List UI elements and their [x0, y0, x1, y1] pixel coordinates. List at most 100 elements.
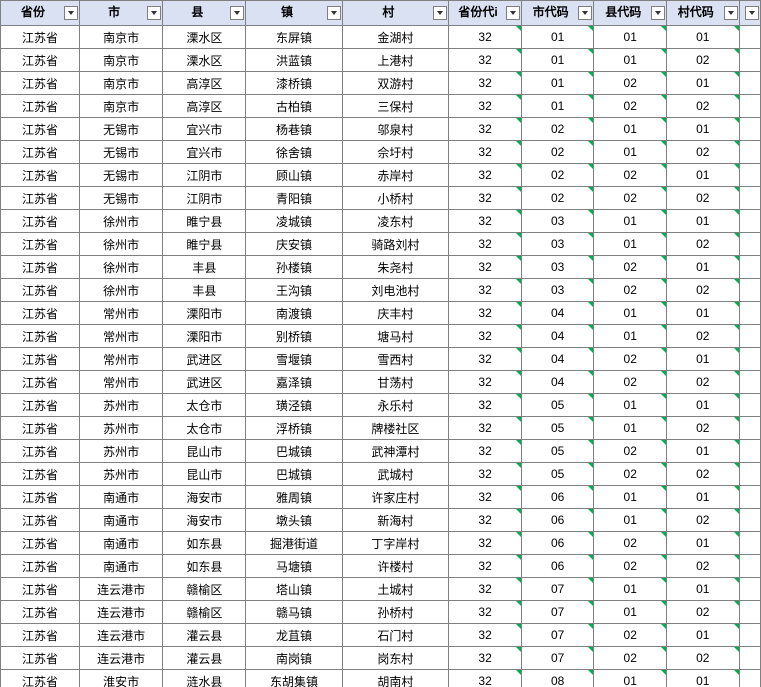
table-cell[interactable]: 01	[667, 394, 740, 417]
table-cell[interactable]: 02	[594, 72, 667, 95]
table-cell[interactable]	[739, 371, 760, 394]
table-cell[interactable]: 江苏省	[1, 164, 80, 187]
table-cell[interactable]: 01	[594, 601, 667, 624]
table-cell[interactable]: 02	[521, 164, 594, 187]
table-cell[interactable]	[739, 210, 760, 233]
table-cell[interactable]: 武进区	[163, 348, 246, 371]
table-cell[interactable]: 岗东村	[342, 647, 449, 670]
table-cell[interactable]: 01	[594, 394, 667, 417]
table-cell[interactable]: 常州市	[79, 371, 162, 394]
table-cell[interactable]: 江苏省	[1, 486, 80, 509]
table-cell[interactable]	[739, 118, 760, 141]
table-cell[interactable]: 如东县	[163, 555, 246, 578]
table-cell[interactable]: 32	[449, 555, 522, 578]
table-cell[interactable]: 02	[594, 555, 667, 578]
table-cell[interactable]	[739, 440, 760, 463]
table-cell[interactable]: 02	[667, 555, 740, 578]
table-cell[interactable]: 徐州市	[79, 233, 162, 256]
table-cell[interactable]: 掘港街道	[246, 532, 342, 555]
table-cell[interactable]: 07	[521, 624, 594, 647]
col-header-prov-code[interactable]: 省份代i	[449, 1, 522, 26]
table-cell[interactable]: 青阳镇	[246, 187, 342, 210]
table-cell[interactable]: 上港村	[342, 49, 449, 72]
table-cell[interactable]: 江苏省	[1, 256, 80, 279]
table-cell[interactable]: 徐州市	[79, 256, 162, 279]
table-cell[interactable]: 06	[521, 555, 594, 578]
table-cell[interactable]: 塘马村	[342, 325, 449, 348]
table-cell[interactable]	[739, 578, 760, 601]
table-cell[interactable]: 江苏省	[1, 325, 80, 348]
table-cell[interactable]: 武神潭村	[342, 440, 449, 463]
table-cell[interactable]: 02	[667, 371, 740, 394]
table-cell[interactable]: 牌楼社区	[342, 417, 449, 440]
table-cell[interactable]: 南通市	[79, 555, 162, 578]
table-cell[interactable]: 02	[667, 509, 740, 532]
table-cell[interactable]: 庆丰村	[342, 302, 449, 325]
table-cell[interactable]: 01	[667, 578, 740, 601]
table-cell[interactable]: 南京市	[79, 49, 162, 72]
table-cell[interactable]: 溧水区	[163, 26, 246, 49]
table-cell[interactable]: 32	[449, 279, 522, 302]
table-cell[interactable]: 02	[594, 532, 667, 555]
table-cell[interactable]: 浮桥镇	[246, 417, 342, 440]
table-cell[interactable]: 徐州市	[79, 279, 162, 302]
filter-dropdown-icon[interactable]	[64, 6, 78, 20]
table-cell[interactable]: 32	[449, 49, 522, 72]
table-cell[interactable]: 04	[521, 325, 594, 348]
table-cell[interactable]: 骑路刘村	[342, 233, 449, 256]
table-cell[interactable]: 庆安镇	[246, 233, 342, 256]
table-cell[interactable]: 塔山镇	[246, 578, 342, 601]
table-cell[interactable]: 江苏省	[1, 509, 80, 532]
table-cell[interactable]: 02	[594, 463, 667, 486]
table-cell[interactable]: 南京市	[79, 26, 162, 49]
table-cell[interactable]: 02	[594, 440, 667, 463]
table-cell[interactable]: 溧水区	[163, 49, 246, 72]
table-cell[interactable]	[739, 532, 760, 555]
table-cell[interactable]: 石门村	[342, 624, 449, 647]
table-cell[interactable]: 古柏镇	[246, 95, 342, 118]
table-cell[interactable]	[739, 95, 760, 118]
table-cell[interactable]: 05	[521, 394, 594, 417]
table-cell[interactable]: 05	[521, 417, 594, 440]
table-cell[interactable]	[739, 233, 760, 256]
table-cell[interactable]: 王沟镇	[246, 279, 342, 302]
table-cell[interactable]: 江苏省	[1, 49, 80, 72]
table-cell[interactable]: 32	[449, 141, 522, 164]
filter-dropdown-icon[interactable]	[724, 6, 738, 20]
table-cell[interactable]: 江苏省	[1, 118, 80, 141]
table-cell[interactable]: 江苏省	[1, 440, 80, 463]
table-cell[interactable]: 灌云县	[163, 647, 246, 670]
table-cell[interactable]: 江苏省	[1, 95, 80, 118]
table-cell[interactable]: 南渡镇	[246, 302, 342, 325]
table-cell[interactable]: 02	[667, 325, 740, 348]
table-cell[interactable]: 32	[449, 210, 522, 233]
table-cell[interactable]: 东胡集镇	[246, 670, 342, 687]
table-cell[interactable]	[739, 647, 760, 670]
table-cell[interactable]: 02	[594, 348, 667, 371]
filter-dropdown-icon[interactable]	[578, 6, 592, 20]
table-cell[interactable]: 无锡市	[79, 118, 162, 141]
table-cell[interactable]: 02	[594, 164, 667, 187]
table-cell[interactable]: 01	[521, 49, 594, 72]
table-cell[interactable]: 02	[667, 141, 740, 164]
table-cell[interactable]: 苏州市	[79, 394, 162, 417]
table-cell[interactable]: 02	[667, 463, 740, 486]
table-cell[interactable]: 金湖村	[342, 26, 449, 49]
table-cell[interactable]: 03	[521, 256, 594, 279]
table-cell[interactable]: 龙苴镇	[246, 624, 342, 647]
table-cell[interactable]: 江苏省	[1, 72, 80, 95]
col-header-province[interactable]: 省份	[1, 1, 80, 26]
table-cell[interactable]: 01	[594, 233, 667, 256]
table-cell[interactable]: 01	[594, 509, 667, 532]
table-cell[interactable]: 睢宁县	[163, 233, 246, 256]
table-cell[interactable]: 赣马镇	[246, 601, 342, 624]
table-cell[interactable]: 02	[521, 118, 594, 141]
table-cell[interactable]	[739, 187, 760, 210]
filter-dropdown-icon[interactable]	[147, 6, 161, 20]
table-cell[interactable]	[739, 325, 760, 348]
table-cell[interactable]: 江苏省	[1, 532, 80, 555]
table-cell[interactable]: 02	[667, 417, 740, 440]
table-cell[interactable]	[739, 555, 760, 578]
table-cell[interactable]: 江苏省	[1, 302, 80, 325]
table-cell[interactable]: 32	[449, 417, 522, 440]
